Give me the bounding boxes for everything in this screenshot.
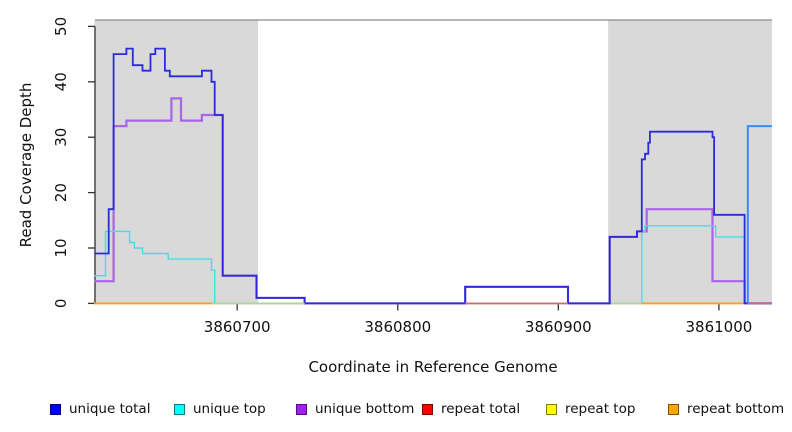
- x-tick-label: 3860800: [364, 318, 431, 336]
- x-axis-title: Coordinate in Reference Genome: [308, 358, 557, 376]
- legend-item-unique-top: unique top: [174, 401, 266, 417]
- legend-swatch-icon: [668, 403, 679, 415]
- legend-item-unique-bottom: unique bottom: [296, 401, 414, 417]
- legend-item-repeat-bottom: repeat bottom: [668, 401, 784, 417]
- legend: unique total unique top unique bottom repea…: [0, 401, 792, 421]
- x-tick-label: 3860700: [204, 318, 271, 336]
- legend-swatch-icon: [546, 403, 557, 415]
- y-tick-label: 10: [52, 238, 70, 257]
- legend-label: unique top: [193, 401, 266, 417]
- series-line-unique-total: [94, 47, 772, 305]
- y-tick-label: 0: [52, 299, 70, 309]
- legend-label: repeat total: [441, 401, 521, 417]
- legend-swatch-icon: [422, 403, 433, 415]
- series-line-unique-top: [94, 225, 772, 305]
- legend-swatch-icon: [50, 403, 61, 415]
- x-tick-label: 3860900: [525, 318, 592, 336]
- legend-label: repeat bottom: [687, 401, 785, 417]
- y-tick-label: 50: [52, 17, 70, 36]
- legend-item-repeat-top: repeat top: [546, 401, 635, 417]
- highlight-segment-line: [746, 125, 772, 304]
- y-tick-label: 20: [52, 183, 70, 202]
- plot-area: 0 10 20 30 40 50 3860700 3860800 3860900 3861000: [52, 17, 772, 336]
- legend-swatch-icon: [296, 403, 307, 415]
- x-tick-label: 3861000: [686, 318, 753, 336]
- legend-label: unique total: [69, 401, 151, 417]
- y-axis-title: Read Coverage Depth: [17, 83, 35, 248]
- legend-item-unique-total: unique total: [50, 401, 150, 417]
- left-repeat-region: [94, 20, 259, 304]
- legend-label: unique bottom: [315, 401, 415, 417]
- legend-swatch-icon: [174, 403, 185, 415]
- y-tick-label: 30: [52, 128, 70, 147]
- y-tick-label: 40: [52, 72, 70, 91]
- legend-label: repeat top: [565, 401, 636, 417]
- legend-item-repeat-total: repeat total: [422, 401, 520, 417]
